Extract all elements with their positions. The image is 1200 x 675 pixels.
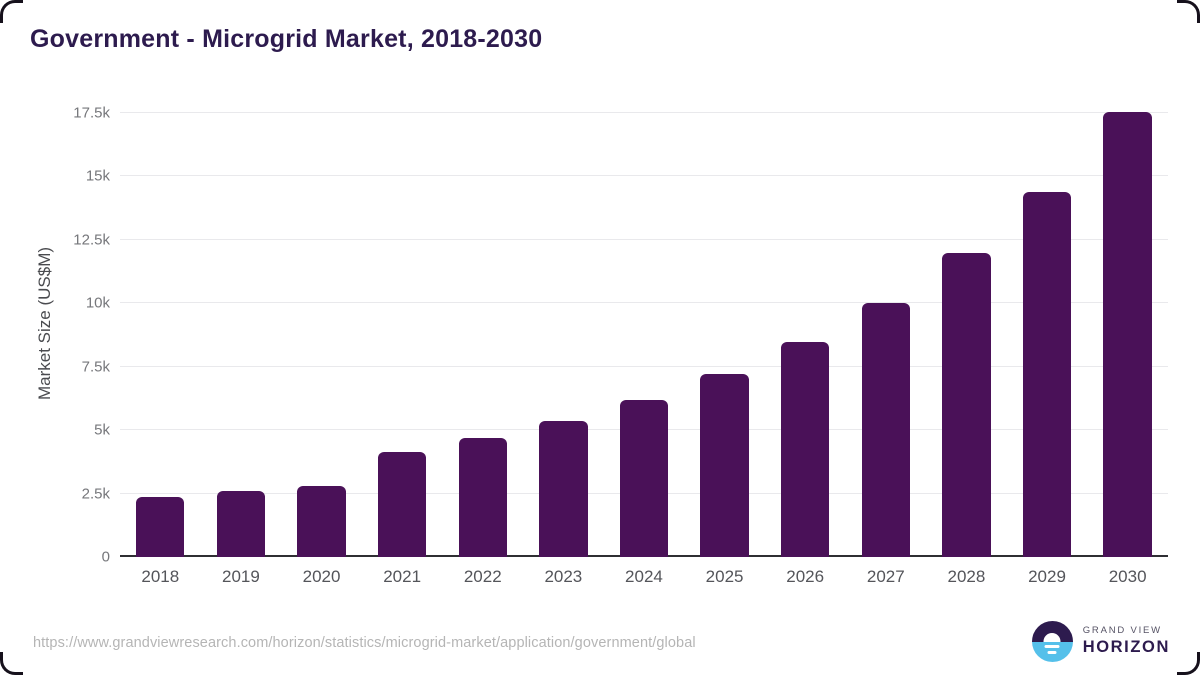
bar-column-2018	[120, 90, 201, 557]
frame-corner	[0, 0, 23, 23]
bar-2018[interactable]	[136, 496, 185, 557]
bar-column-2023	[523, 90, 604, 557]
bar-column-2022	[442, 90, 523, 557]
x-tick-label-2019: 2019	[222, 567, 260, 586]
bar-2025[interactable]	[700, 374, 749, 557]
bar-column-2024	[604, 90, 685, 557]
x-tick-label-2023: 2023	[544, 567, 583, 586]
y-tick-label: 10k	[85, 294, 110, 312]
y-tick-label: 0	[101, 548, 110, 566]
chart-title: Government - Microgrid Market, 2018-2030	[30, 25, 543, 53]
bar-2028[interactable]	[942, 253, 991, 557]
x-tick-label-2021: 2021	[383, 567, 422, 586]
source-url: https://www.grandviewresearch.com/horizo…	[33, 635, 696, 651]
logo-text-horizon: HORIZON	[1082, 638, 1170, 657]
brand-logo: GRAND VIEW HORIZON	[1031, 621, 1170, 662]
logo-text-grand-view: GRAND VIEW	[1082, 625, 1162, 637]
y-tick-label: 12.5k	[73, 231, 110, 249]
bar-column-2030	[1087, 90, 1168, 557]
bar-2019[interactable]	[216, 491, 266, 557]
x-tick-label-2027: 2027	[866, 567, 905, 586]
plot-area	[120, 90, 1168, 557]
bar-2023[interactable]	[539, 421, 588, 557]
frame-corner	[1177, 652, 1200, 675]
bar-2026[interactable]	[781, 342, 830, 557]
bar-2030[interactable]	[1103, 111, 1152, 557]
gridline	[120, 238, 1168, 240]
x-tick-label-2025: 2025	[705, 567, 744, 586]
bar-column-2019	[201, 90, 282, 557]
x-tick-label-2022: 2022	[463, 567, 502, 586]
bar-series	[120, 90, 1168, 557]
y-axis-tick-labels: 0 2.5k 5k 7.5k 10k 12.5k 15k 17.5k	[0, 90, 110, 566]
y-tick-label: 15k	[85, 167, 110, 185]
y-tick-label: 5k	[94, 421, 110, 439]
x-axis-tick-labels: 2018 2019 2020 2021 2022 2023 2024 2025 2026 2027…	[120, 567, 1168, 587]
bar-column-2020	[281, 90, 362, 557]
bar-column-2028	[926, 90, 1007, 557]
y-tick-label: 7.5k	[81, 358, 110, 376]
bar-column-2029	[1007, 90, 1088, 557]
bar-2029[interactable]	[1022, 191, 1072, 557]
x-tick-label-2018: 2018	[141, 567, 180, 586]
bar-2020[interactable]	[297, 486, 346, 557]
gridline	[120, 302, 1168, 304]
gridline	[120, 365, 1168, 367]
frame-corner	[0, 652, 23, 675]
x-tick-label-2030: 2030	[1108, 567, 1147, 586]
frame-corner	[1177, 0, 1200, 23]
y-tick-label: 17.5k	[73, 104, 110, 122]
bar-2024[interactable]	[619, 399, 669, 557]
bar-column-2021	[362, 90, 443, 557]
x-tick-label-2026: 2026	[786, 567, 825, 586]
x-tick-label-2029: 2029	[1028, 567, 1066, 586]
x-tick-label-2028: 2028	[947, 567, 986, 586]
y-tick-label: 2.5k	[81, 485, 110, 503]
bar-2027[interactable]	[861, 303, 910, 557]
gridline	[120, 112, 1168, 113]
horizon-sun-icon	[1031, 621, 1073, 662]
bar-column-2027	[845, 90, 926, 557]
bar-2021[interactable]	[377, 452, 427, 557]
bar-column-2026	[765, 90, 846, 557]
bar-column-2025	[684, 90, 765, 557]
bar-2022[interactable]	[458, 437, 507, 557]
x-tick-label-2024: 2024	[625, 567, 663, 586]
gridline	[120, 175, 1168, 177]
x-tick-label-2020: 2020	[302, 567, 341, 586]
